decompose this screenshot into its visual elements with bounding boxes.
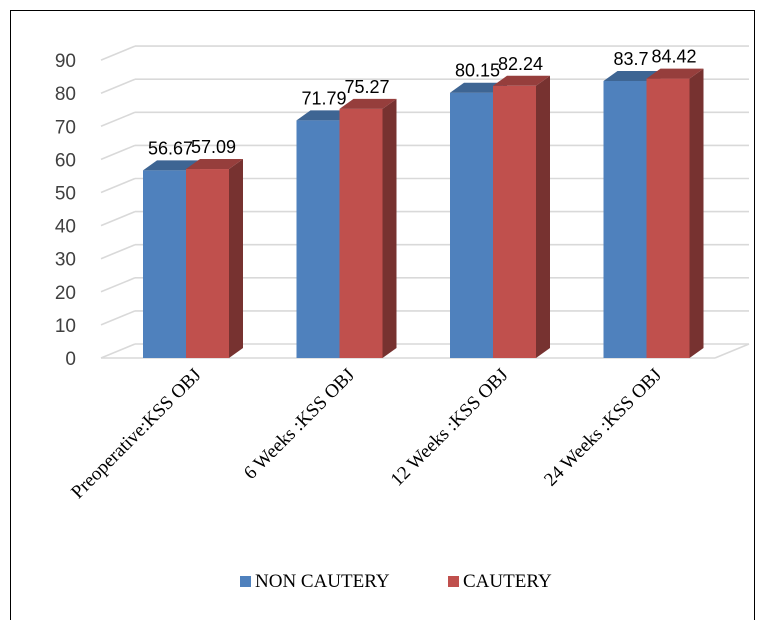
y-tick-label: 40 (55, 217, 76, 238)
gridline-side (100, 310, 136, 326)
bar-top (296, 110, 354, 121)
bar-top (450, 82, 507, 93)
chart-frame (10, 10, 755, 620)
bar-side (536, 75, 550, 359)
legend-label: NON CAUTERY (255, 571, 390, 592)
x-category-label: 24 Weeks :KSS OBJ (540, 365, 666, 491)
bar-top (339, 98, 397, 109)
bar-cautery (493, 85, 536, 359)
bar-non-cautery (603, 80, 647, 358)
gridline-side (100, 277, 136, 293)
y-tick-label: 20 (55, 283, 76, 304)
data-label: 56.67 (148, 138, 193, 158)
x-category-label: 6 Weeks :KSS OBJ (240, 365, 359, 484)
bar-top (603, 70, 661, 81)
bar-side (689, 68, 704, 359)
y-tick-label: 80 (55, 84, 76, 105)
data-label: 71.79 (301, 88, 346, 108)
gridline-side (100, 78, 136, 94)
legend-swatch-non-cautery (240, 576, 251, 587)
y-tick-label: 10 (55, 316, 76, 337)
legend-label: CAUTERY (463, 571, 552, 592)
y-tick-label: 70 (55, 117, 76, 138)
bar-cautery (339, 108, 383, 359)
y-tick-label: 0 (65, 349, 76, 370)
bar-cautery (186, 169, 229, 358)
bar-top (646, 68, 704, 79)
y-tick-label: 30 (55, 250, 76, 271)
data-label: 57.09 (191, 137, 236, 157)
bar-non-cautery (450, 92, 493, 359)
gridline-side (100, 45, 136, 61)
gridline-side (100, 343, 136, 359)
gridline-side (100, 111, 136, 128)
y-tick-label: 60 (55, 150, 76, 171)
x-category-label: 12 Weeks :KSS OBJ (387, 365, 513, 491)
y-tick-label: 50 (55, 184, 76, 205)
gridline-side (100, 243, 136, 260)
bar-top (493, 75, 550, 86)
bar-side (229, 159, 243, 358)
data-label: 83.7 (613, 49, 648, 69)
bar-non-cautery (143, 170, 186, 358)
floor-edge-right (714, 343, 750, 359)
data-label: 84.42 (651, 47, 696, 67)
bar-non-cautery (296, 120, 340, 359)
bar-cautery (646, 78, 690, 359)
bar-top (186, 159, 243, 170)
bar-top (143, 160, 200, 171)
data-label: 80.15 (455, 61, 500, 81)
legend-swatch-cautery (448, 576, 459, 587)
data-label: 82.24 (498, 54, 543, 74)
gridline-side (100, 177, 136, 194)
gridline-side (100, 210, 136, 227)
x-category-label: Preoperative:KSS OBJ (67, 365, 205, 503)
gridline-side (100, 144, 136, 161)
bar-side (382, 98, 397, 359)
y-tick-label: 90 (55, 51, 76, 72)
data-label: 75.27 (344, 77, 389, 97)
